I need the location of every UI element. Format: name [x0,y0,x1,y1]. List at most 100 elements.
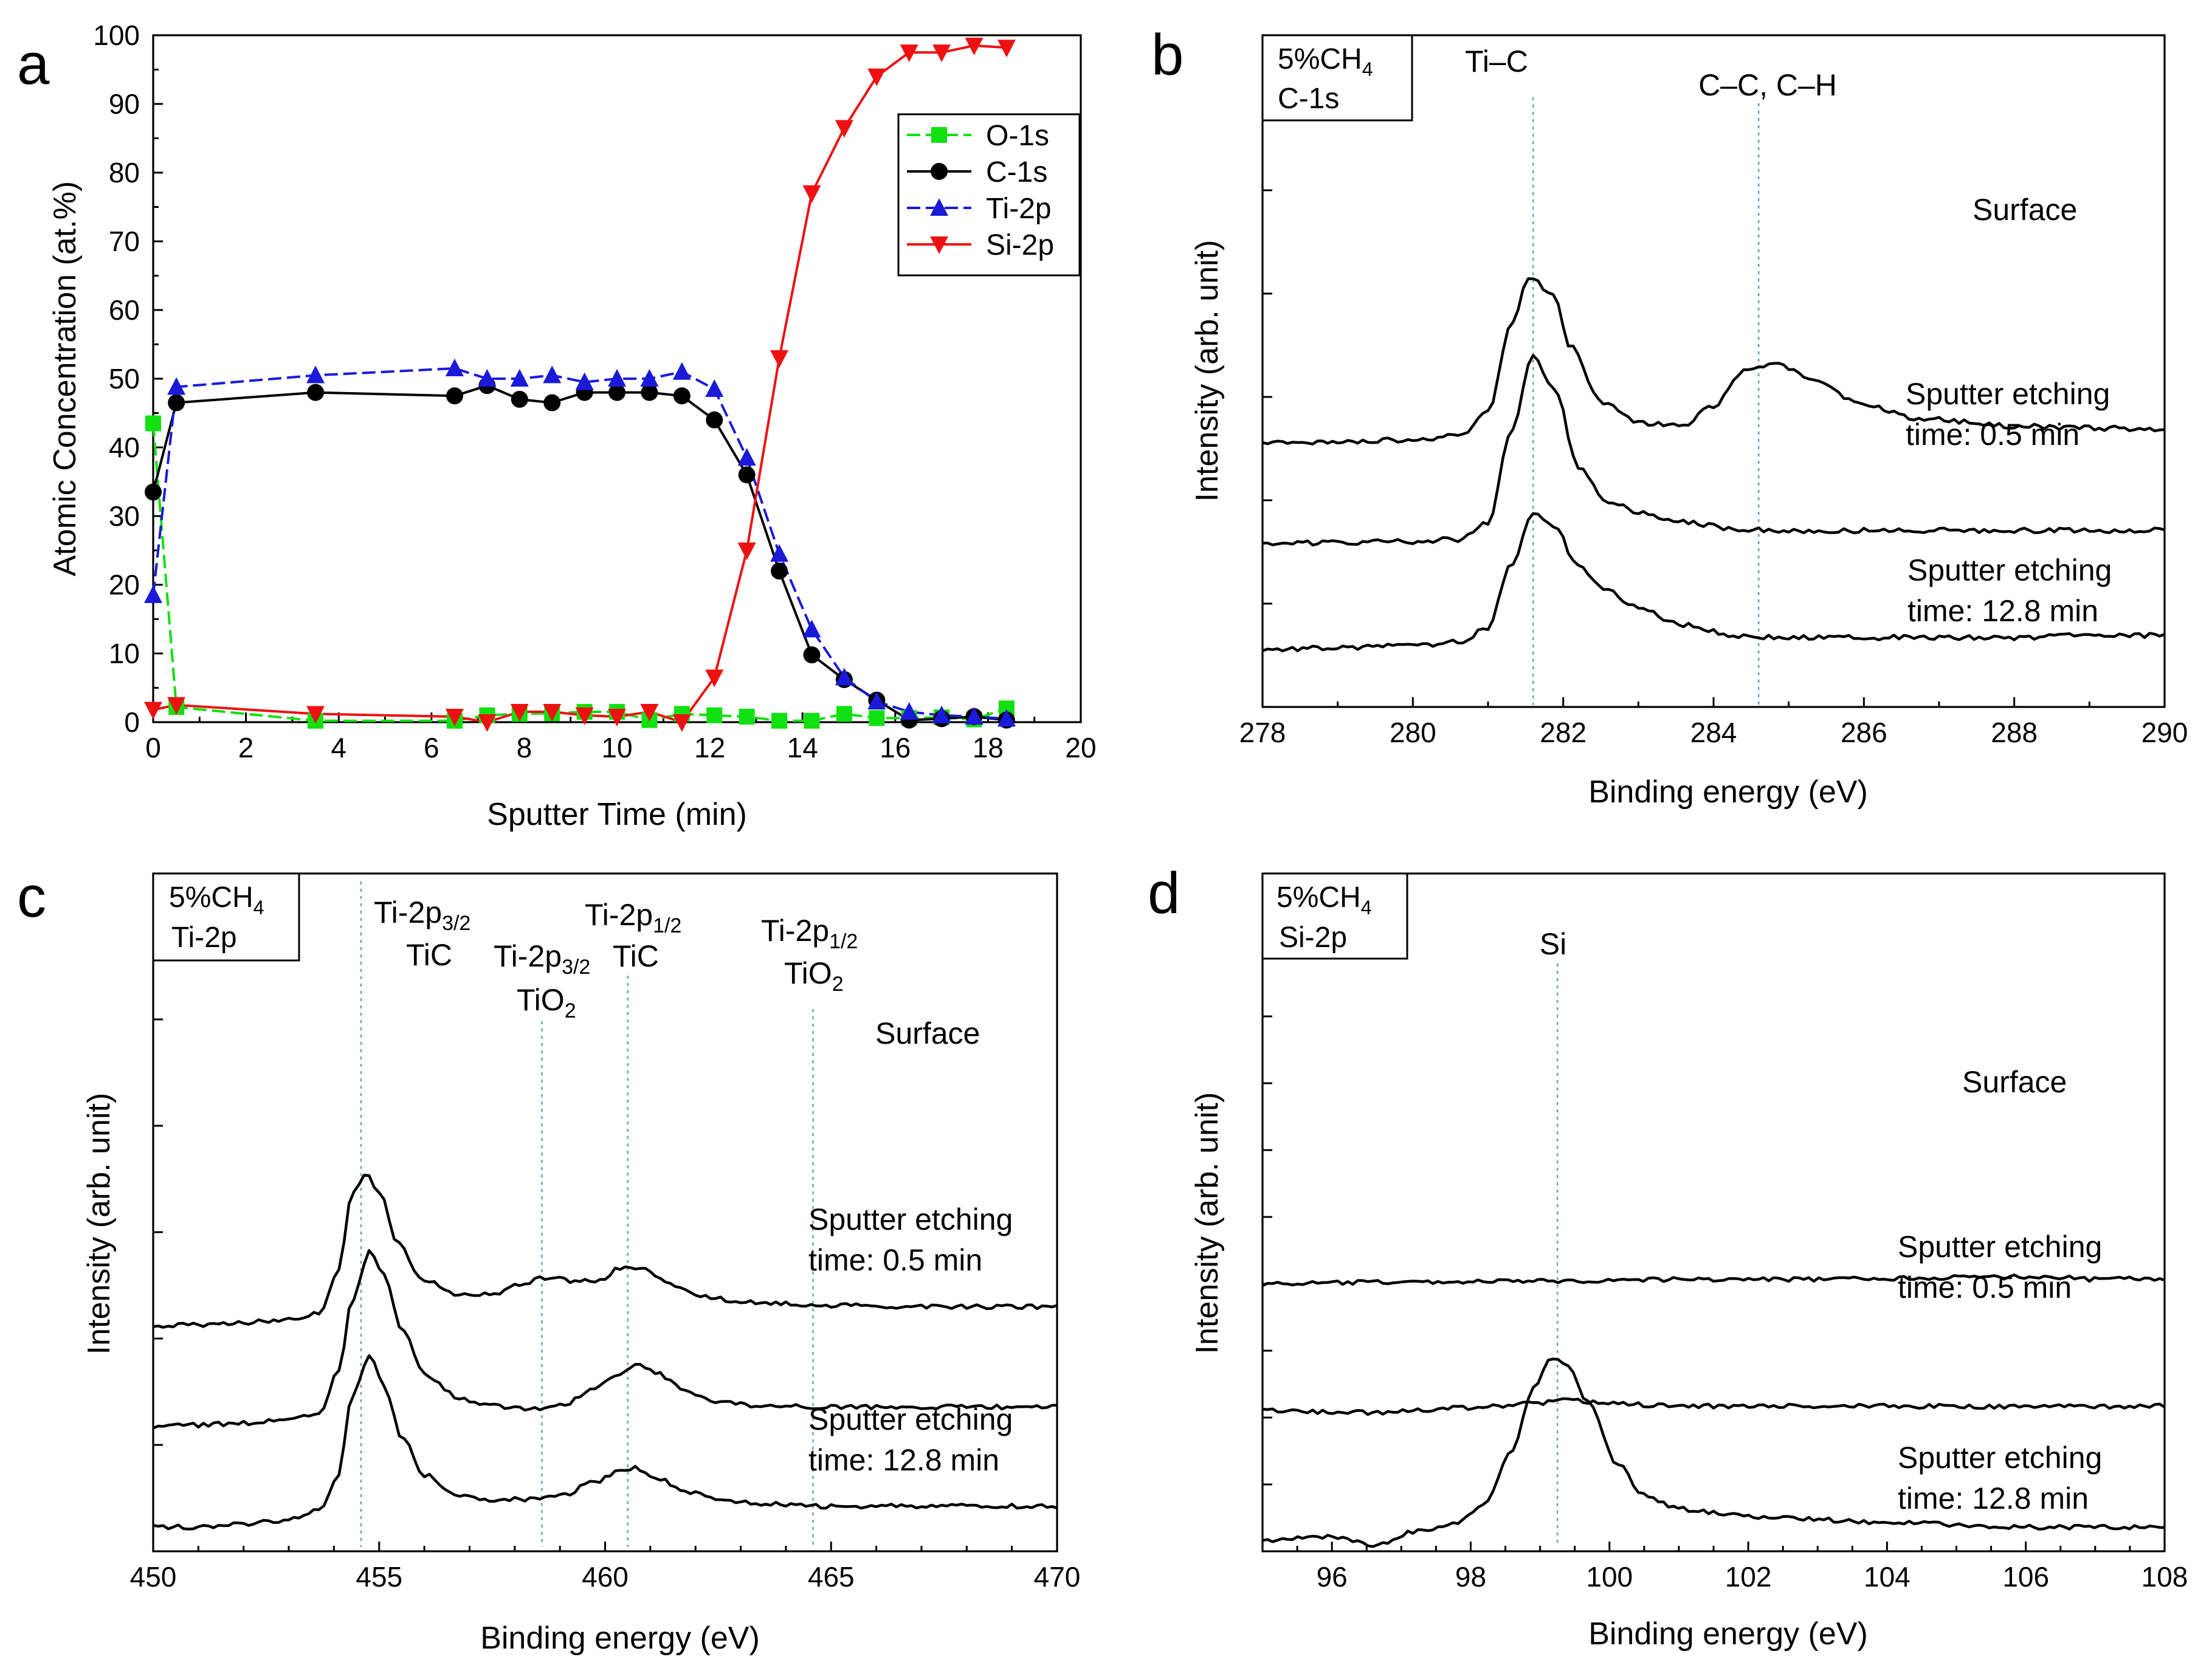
panel-label-a: a [17,32,50,97]
x-tick-label: 14 [787,732,818,763]
data-point-ti-2p [478,369,497,387]
curve-label-0.5-line-2: time: 0.5 min [1898,1270,2072,1304]
series-line-c-1s [152,384,1007,722]
data-point-si-2p [965,37,984,55]
x-axis-title-d: Binding energy (eV) [1588,1616,1868,1652]
data-point-ti-2p [932,705,951,723]
axis-ticks-a: 0 2 4 6 8 10 12 14 16 18 20 0 10 20 30 40 50 60 70 80 90 100 [93,19,1096,763]
x-tick-label: 104 [1864,1561,1911,1593]
x-tick-label: 96 [1317,1561,1348,1593]
peak-label-tic: Ti–C [1465,44,1528,78]
axis-ticks-d: 96 98 100 102 104 106 108 [1261,948,2188,1593]
info-box-line-1: 5%CH4 [169,881,264,918]
data-point-si-2p [306,706,325,724]
x-tick-label: 106 [2002,1561,2049,1593]
data-point-si-2p [770,350,789,368]
reference-lines-b [1532,97,1760,705]
y-tick-label: 10 [109,638,140,669]
x-tick-label: 20 [1065,732,1096,763]
y-tick-label: 60 [109,294,140,326]
x-tick-label: 16 [880,732,911,763]
data-point-si-2p [867,68,886,86]
peak-label-ti2p12-tio2: Ti-2p1/2 [761,914,858,953]
axis-ticks-b: 278 280 282 284 286 288 290 [1239,86,2188,748]
data-point-c-1s [803,646,821,664]
x-tick-label: 6 [424,732,439,763]
x-axis-title-c: Binding energy (eV) [480,1621,760,1656]
data-point-ti-2p [737,447,756,466]
y-axis-title-b: Intensity (arb. unit) [1190,240,1225,502]
x-tick-label: 108 [2141,1561,2188,1593]
x-tick-label: 98 [1455,1561,1486,1593]
y-axis-title-a: Atomic Concentration (at.%) [47,181,83,576]
curve-label-0.5-line-1: Sputter etching [1906,377,2110,411]
data-point-ti-2p [802,619,821,638]
y-tick-label: 90 [109,88,140,120]
data-point-o-1s [869,710,885,726]
curve-label-0.5-line-2: time: 0.5 min [1906,418,2079,452]
x-tick-label: 284 [1690,717,1737,748]
data-point-ti-2p [445,359,464,377]
y-tick-label: 0 [124,706,140,738]
curve-label-0.5-line-2: time: 0.5 min [808,1243,982,1277]
spectrum-curve [153,1249,1057,1430]
data-point-si-2p [900,44,918,63]
data-point-ti-2p [306,365,325,384]
x-tick-label: 8 [517,732,532,763]
legend-box [897,113,1081,277]
data-point-c-1s [641,384,658,401]
legend-label-o-1s: O-1s [986,120,1049,152]
x-tick-label: 460 [582,1561,629,1593]
data-point-ti-2p [144,585,162,603]
legend-marker-si-2p [930,236,948,254]
spectrum-curve [153,1173,1058,1329]
x-tick-label: 278 [1239,717,1286,748]
spectrum-curve [153,1354,1058,1531]
curve-label-12.8-line-2: time: 12.8 min [808,1443,999,1477]
panel-c: c 450 455 460 465 470 5%CH4 Ti-2p Ti-2p3/2 T… [17,864,1080,1656]
legend-label-c-1s: C-1s [986,156,1047,188]
peak-label-tio2-1: TiO2 [517,983,576,1022]
data-point-o-1s [145,415,161,432]
y-axis-title-d: Intensity (arb. unit) [1190,1092,1225,1354]
x-tick-label: 4 [331,732,346,763]
spectrum-curve [1262,354,2165,546]
peak-label-ti2p12-tic: Ti-2p1/2 [585,898,681,937]
legend-marker-ti-2p [930,198,948,216]
legend-marker-o-1s [931,127,947,143]
data-point-ti-2p [167,377,186,395]
data-point-ti-2p [510,369,529,387]
data-point-si-2p [543,704,562,722]
data-point-c-1s [706,411,723,429]
data-point-si-2p [705,669,724,688]
curve-label-surface: Surface [1962,1065,2067,1099]
data-point-si-2p [608,708,626,726]
y-tick-label: 100 [93,19,140,51]
x-tick-label: 465 [808,1561,855,1593]
panel-b: b 278 280 282 284 286 288 290 5%CH4 C-1s Ti–C … [1151,22,2188,810]
data-point-ti-2p [900,702,918,720]
data-point-ti-2p [997,709,1016,727]
spectrum-curve [1262,1357,2165,1548]
spectrum-curve [1262,277,2165,446]
data-point-si-2p [575,707,594,725]
curve-label-12.8-line-2: time: 12.8 min [1898,1481,2089,1515]
data-point-si-2p [997,40,1016,58]
curve-label-0.5-line-1: Sputter etching [1898,1230,2102,1264]
data-point-ti-2p [575,372,594,390]
data-point-si-2p [445,708,464,726]
x-tick-label: 470 [1034,1561,1081,1593]
data-point-ti-2p [867,692,886,710]
data-point-si-2p [672,714,691,732]
x-tick-label: 18 [973,732,1004,763]
peak-label-ti2p32-tio2: Ti-2p3/2 [494,939,590,979]
panel-label-b: b [1151,22,1184,88]
axis-ticks-c: 450 455 460 465 470 [130,912,1081,1593]
legend-label-si-2p: Si-2p [986,229,1054,261]
data-point-ti-2p [672,362,691,380]
data-point-si-2p [167,697,186,715]
x-tick-label: 286 [1841,717,1887,748]
data-point-si-2p [144,701,162,720]
spectrum-curve [1262,512,2165,653]
